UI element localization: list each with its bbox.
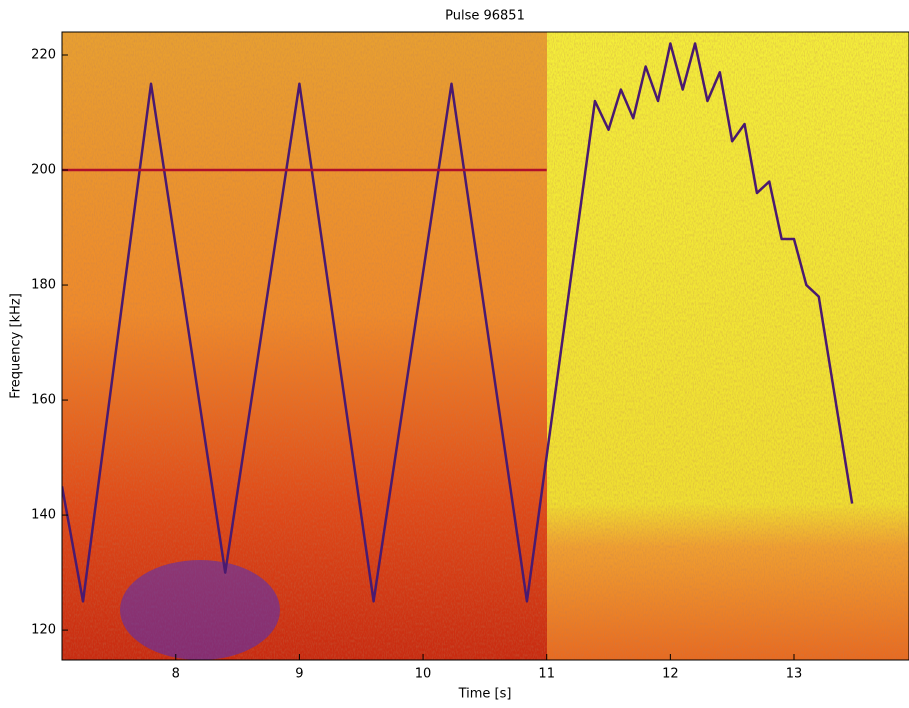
y-tick-label: 200: [31, 163, 56, 178]
x-tick-label: 13: [786, 667, 803, 682]
chart-title: Pulse 96851: [445, 9, 525, 24]
plot-frame: [61, 31, 909, 661]
y-tick-label: 220: [31, 48, 56, 63]
y-axis-label: Frequency [kHz]: [9, 293, 24, 399]
y-tick-label: 180: [31, 278, 56, 293]
plot-area: [62, 42, 854, 603]
x-tick-label: 12: [662, 667, 679, 682]
x-tick-label: 10: [415, 667, 432, 682]
x-axis-label: Time [s]: [458, 687, 512, 702]
spectral-trace: [62, 42, 854, 603]
y-tick-label: 120: [31, 623, 56, 638]
y-tick-label: 160: [31, 393, 56, 408]
spectrogram-background: [62, 32, 909, 660]
x-tick-label: 8: [172, 667, 180, 682]
x-tick-label: 9: [295, 667, 303, 682]
x-tick-label: 11: [538, 667, 555, 682]
y-tick-label: 140: [31, 508, 56, 523]
